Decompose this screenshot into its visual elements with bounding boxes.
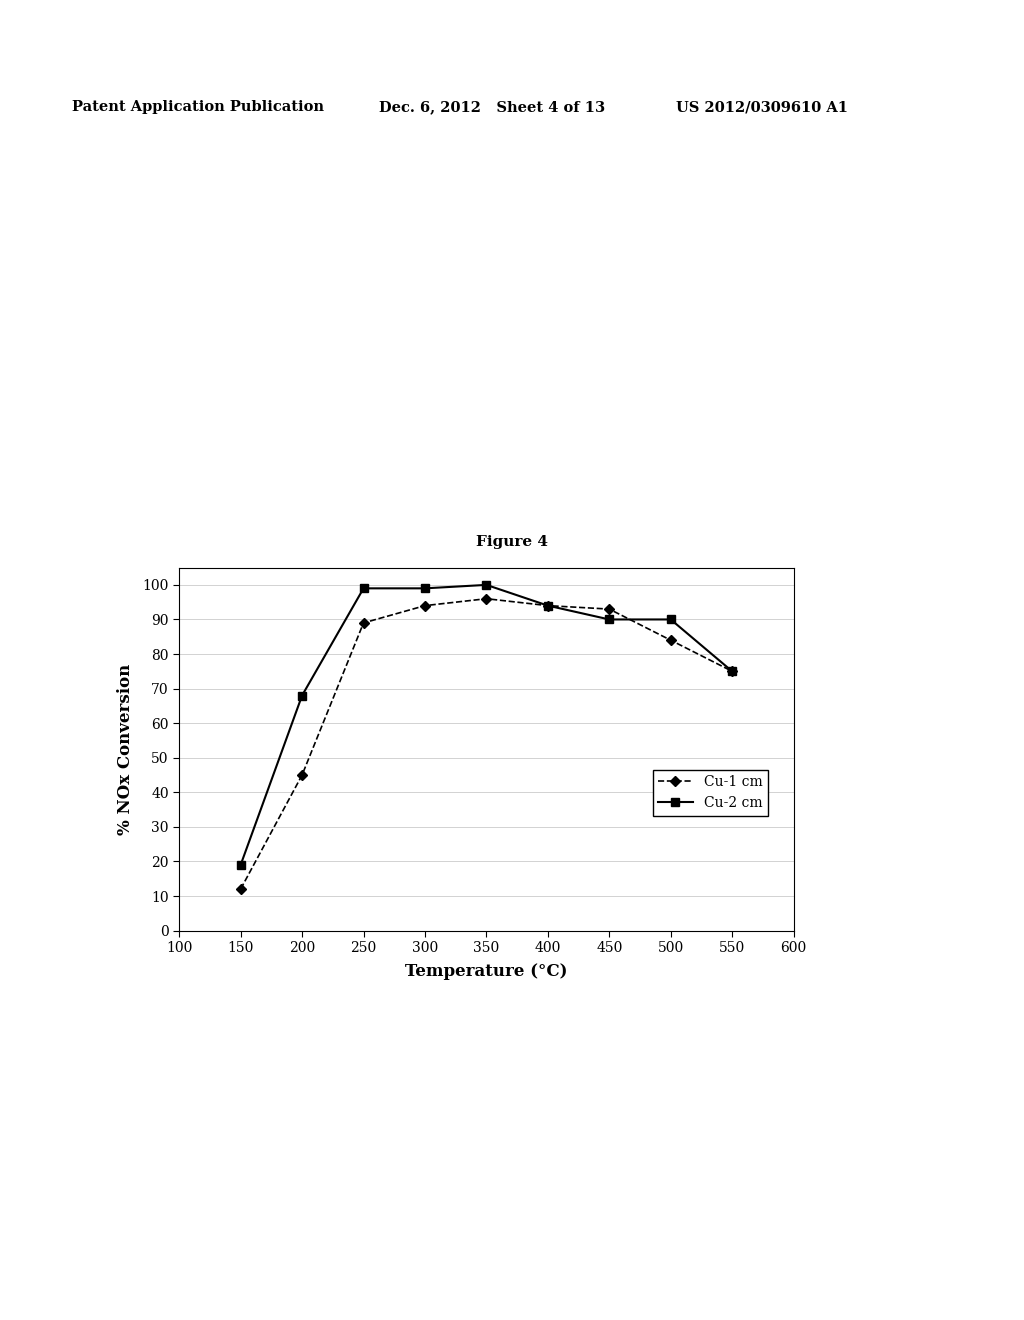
X-axis label: Temperature (°C): Temperature (°C) <box>406 964 567 981</box>
Cu-1 cm <box>665 632 677 648</box>
Cu-2 cm <box>542 598 554 614</box>
Cu-2 cm <box>234 857 247 873</box>
Cu-2 cm <box>419 581 431 597</box>
Cu-1 cm <box>234 882 247 898</box>
Cu-1 cm <box>296 767 308 783</box>
Cu-2 cm <box>480 577 493 593</box>
Text: Dec. 6, 2012   Sheet 4 of 13: Dec. 6, 2012 Sheet 4 of 13 <box>379 100 605 115</box>
Cu-2 cm <box>296 688 308 704</box>
Cu-1 cm <box>419 598 431 614</box>
Line: Cu-1 cm: Cu-1 cm <box>238 595 735 892</box>
Cu-2 cm <box>357 581 370 597</box>
Text: Figure 4: Figure 4 <box>476 535 548 549</box>
Text: US 2012/0309610 A1: US 2012/0309610 A1 <box>676 100 848 115</box>
Cu-1 cm <box>726 664 738 680</box>
Legend: Cu-1 cm, Cu-2 cm: Cu-1 cm, Cu-2 cm <box>652 770 768 816</box>
Cu-1 cm <box>603 601 615 616</box>
Cu-2 cm <box>603 611 615 627</box>
Cu-2 cm <box>665 611 677 627</box>
Cu-1 cm <box>542 598 554 614</box>
Y-axis label: % NOx Conversion: % NOx Conversion <box>117 664 134 834</box>
Text: Patent Application Publication: Patent Application Publication <box>72 100 324 115</box>
Cu-1 cm <box>357 615 370 631</box>
Cu-1 cm <box>480 591 493 607</box>
Cu-2 cm <box>726 664 738 680</box>
Line: Cu-2 cm: Cu-2 cm <box>237 581 736 869</box>
